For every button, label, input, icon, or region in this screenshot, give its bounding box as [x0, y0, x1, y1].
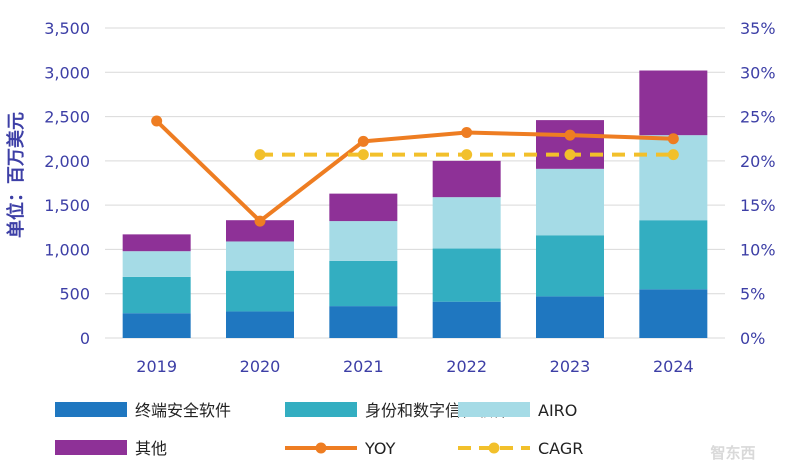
line-point — [357, 149, 369, 161]
x-tick-label: 2022 — [446, 357, 487, 376]
line-point — [667, 133, 679, 145]
bar-segment — [226, 220, 294, 242]
bar-segment — [639, 135, 708, 221]
bar-segment — [122, 313, 191, 338]
line-point — [357, 135, 369, 147]
y2-tick-label: 15% — [740, 196, 776, 215]
axes: 0 0% 500 5% 1,000 10% 1,500 15% 2,000 20% 2,500 25%… — [44, 19, 775, 376]
bar-segment — [536, 296, 604, 338]
legend-swatch — [458, 402, 530, 417]
y2-tick-label: 10% — [740, 240, 776, 259]
bar-segment — [329, 306, 398, 338]
bar-segment — [536, 235, 604, 297]
bar-segment — [226, 311, 294, 338]
legend-label: 终端安全软件 — [135, 401, 231, 420]
bar-segment — [536, 168, 604, 236]
bars — [122, 70, 708, 338]
y-tick-label: 1,500 — [44, 196, 90, 215]
legend-swatch — [285, 402, 357, 417]
y2-tick-label: 25% — [740, 108, 776, 127]
y-tick-label: 500 — [59, 285, 90, 304]
legend-label: AIRO — [538, 401, 577, 420]
legend-label: YOY — [364, 439, 396, 458]
line-point — [667, 149, 679, 161]
line-point — [564, 149, 576, 161]
y2-tick-label: 0% — [740, 329, 765, 348]
x-tick-label: 2019 — [136, 357, 177, 376]
bar-segment — [329, 260, 398, 307]
y2-tick-label: 5% — [740, 285, 765, 304]
bar-segment — [432, 301, 501, 338]
y-tick-label: 2,500 — [44, 108, 90, 127]
line-point — [151, 115, 163, 127]
bar-segment — [536, 120, 604, 169]
line-series — [155, 119, 674, 224]
bar-segment — [329, 193, 398, 222]
bar-segment — [432, 197, 501, 249]
bar-segment — [432, 248, 501, 302]
x-tick-label: 2023 — [550, 357, 591, 376]
line-point — [461, 127, 473, 139]
x-tick-label: 2020 — [240, 357, 281, 376]
bar-segment — [639, 289, 708, 338]
lines — [151, 115, 679, 227]
y2-tick-label: 20% — [740, 152, 776, 171]
bar-segment — [122, 276, 191, 314]
bar-segment — [639, 70, 708, 136]
legend-swatch — [55, 402, 127, 417]
legend-swatch — [55, 440, 127, 455]
line-point — [461, 149, 473, 161]
y-tick-label: 0 — [80, 329, 90, 348]
y-tick-label: 3,000 — [44, 63, 90, 82]
bar-segment — [122, 234, 191, 252]
y-tick-label: 2,000 — [44, 152, 90, 171]
line-point — [254, 149, 266, 161]
watermark: 智东西 — [710, 444, 755, 462]
legend-label: CAGR — [538, 439, 583, 458]
y-tick-label: 1,000 — [44, 240, 90, 259]
x-tick-label: 2021 — [343, 357, 384, 376]
line-point — [564, 129, 576, 141]
legend-marker — [488, 442, 500, 454]
bar-segment — [122, 251, 191, 277]
legend-label: 其他 — [135, 439, 167, 458]
bar-segment — [639, 220, 708, 290]
y-tick-label: 3,500 — [44, 19, 90, 38]
bar-segment — [329, 221, 398, 261]
bar-segment — [432, 160, 501, 198]
y2-tick-label: 35% — [740, 19, 776, 38]
bar-segment — [226, 241, 294, 271]
legend-marker — [315, 442, 327, 454]
grid — [105, 27, 725, 339]
x-tick-label: 2024 — [653, 357, 694, 376]
y-axis-label: 单位：百万美元 — [5, 112, 27, 238]
y2-tick-label: 30% — [740, 63, 776, 82]
line-point — [254, 215, 266, 227]
bar-segment — [226, 270, 294, 312]
